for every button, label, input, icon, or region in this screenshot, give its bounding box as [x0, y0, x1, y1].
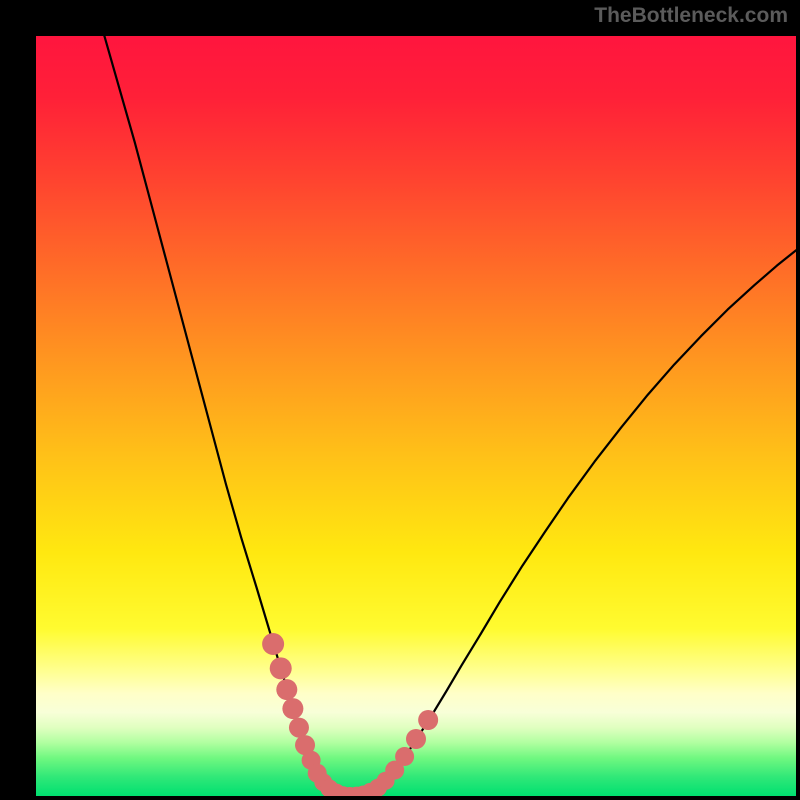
chart-frame: TheBottleneck.com: [0, 0, 800, 800]
plot-area: [36, 36, 796, 796]
curve-marker: [289, 718, 309, 738]
watermark-text: TheBottleneck.com: [594, 4, 788, 28]
curve-marker: [418, 710, 438, 730]
chart-background: [36, 36, 796, 796]
curve-marker: [270, 657, 292, 679]
curve-marker: [276, 679, 297, 700]
curve-marker: [406, 729, 426, 749]
curve-marker: [282, 698, 303, 719]
curve-marker: [395, 747, 414, 766]
chart-svg: [36, 36, 796, 796]
curve-marker: [262, 633, 284, 655]
